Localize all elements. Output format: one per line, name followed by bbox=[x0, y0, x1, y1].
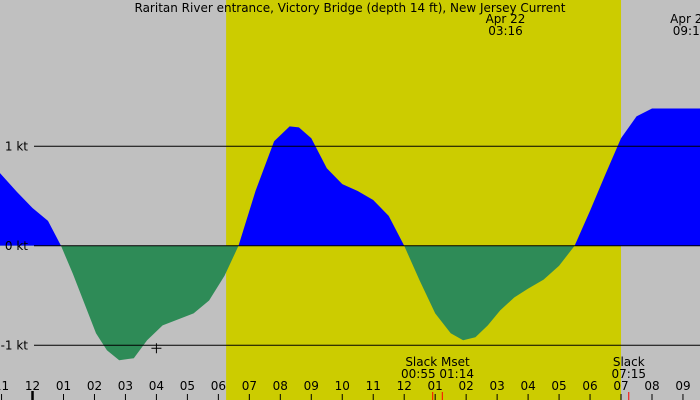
hour-tick-label: 04 bbox=[149, 379, 164, 393]
ebb-current-area bbox=[0, 245, 700, 361]
event-time: 00:55 01:14 bbox=[401, 367, 474, 381]
event-label: Slack Mset bbox=[405, 355, 470, 369]
y-tick-label: -1 kt bbox=[1, 338, 29, 352]
hour-tick-label: 07 bbox=[613, 379, 628, 393]
hour-tick-label: 08 bbox=[273, 379, 288, 393]
hour-ticks: 11 12 01 02 03 04 05 06 07 08 09 10 11 12 01 02 03 04 05 06… bbox=[0, 379, 691, 400]
hour-tick-label: 05 bbox=[180, 379, 195, 393]
hour-tick-label: 11 bbox=[0, 379, 9, 393]
hour-tick-label: 05 bbox=[551, 379, 566, 393]
hour-tick-label: 01 bbox=[428, 379, 443, 393]
hour-tick-label: 03 bbox=[118, 379, 133, 393]
event-label: Slack bbox=[613, 355, 645, 369]
hour-tick-label: 08 bbox=[644, 379, 659, 393]
hour-tick-label: 07 bbox=[242, 379, 257, 393]
hour-tick-label: 01 bbox=[56, 379, 71, 393]
current-marker bbox=[151, 343, 162, 354]
extremum-date: Apr 22 bbox=[670, 12, 700, 26]
chart-title: Raritan River entrance, Victory Bridge (… bbox=[135, 1, 566, 15]
hour-tick-label: 04 bbox=[520, 379, 535, 393]
extremum-date: Apr 22 bbox=[486, 12, 526, 26]
hour-tick-label: 10 bbox=[335, 379, 350, 393]
hour-tick-label: 06 bbox=[582, 379, 597, 393]
hour-tick-label: 12 bbox=[25, 379, 40, 393]
hour-tick-label: 09 bbox=[304, 379, 319, 393]
hour-tick-label: 03 bbox=[489, 379, 504, 393]
y-tick-label: 0 kt bbox=[5, 239, 28, 253]
y-tick-label: 1 kt bbox=[5, 139, 28, 153]
hour-tick-label: 12 bbox=[397, 379, 412, 393]
extremum-time: 09:14 bbox=[673, 24, 700, 38]
hour-tick-label: 02 bbox=[459, 379, 474, 393]
hour-tick-label: 09 bbox=[675, 379, 690, 393]
current-area bbox=[0, 108, 700, 361]
hour-tick-label: 11 bbox=[366, 379, 381, 393]
hour-tick-label: 02 bbox=[87, 379, 102, 393]
y-gridlines: 1 kt 0 kt -1 kt bbox=[1, 139, 700, 352]
flood-current-area bbox=[0, 108, 700, 246]
hour-tick-label: 06 bbox=[211, 379, 226, 393]
extremum-time: 03:16 bbox=[488, 24, 523, 38]
event-time: 07:15 bbox=[611, 367, 646, 381]
